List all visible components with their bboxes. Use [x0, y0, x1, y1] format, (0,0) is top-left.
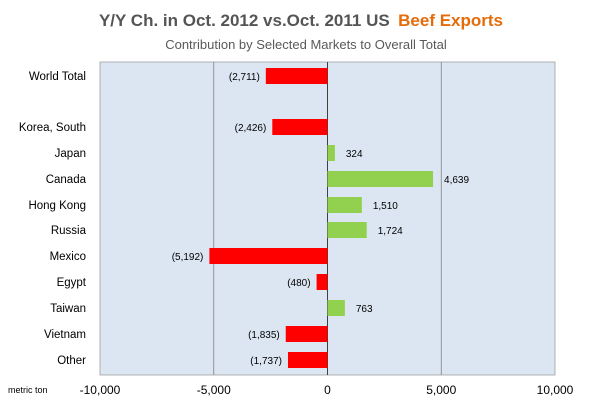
x-tick-label-0: -10,000: [80, 383, 121, 397]
x-tick-label-1: -5,000: [197, 383, 231, 397]
bar-9: [285, 326, 328, 342]
chart-subtitle: Contribution by Selected Markets to Over…: [165, 37, 447, 52]
grid-lines: [213, 62, 442, 375]
value-labels: (2,711) (2,426) 324 4,639 1,510 1,724 (5,192) (…: [172, 72, 470, 367]
x-tick-label-4: 10,000: [537, 383, 574, 397]
bar-10: [287, 352, 328, 368]
category-label-5: Russia: [51, 225, 87, 237]
bar-5: [327, 222, 367, 238]
bar-0: [265, 68, 328, 84]
bar-6: [209, 248, 328, 264]
value-label-1: (2,426): [235, 123, 267, 134]
value-label-9: (1,835): [248, 330, 280, 341]
chart-title-highlight: Beef Exports: [398, 11, 503, 30]
bar-7: [316, 274, 328, 290]
bar-4: [327, 197, 362, 213]
category-labels: World Total Korea, South Japan Canada Hong K…: [19, 71, 87, 367]
category-label-6: Mexico: [50, 251, 86, 263]
category-label-2: Japan: [55, 148, 86, 160]
category-label-3: Canada: [46, 174, 87, 186]
value-label-6: (5,192): [172, 252, 204, 263]
bar-2: [327, 145, 335, 161]
value-label-8: 763: [356, 304, 373, 315]
category-label-0: World Total: [29, 71, 86, 83]
bar-8: [327, 300, 345, 316]
value-label-7: (480): [287, 278, 310, 289]
x-tick-label-3: 5,000: [426, 383, 456, 397]
bars-group: [209, 68, 434, 368]
unit-label: metric ton: [8, 385, 48, 395]
category-label-10: Other: [57, 355, 86, 367]
bar-1: [272, 119, 328, 135]
value-label-0: (2,711): [229, 72, 260, 83]
category-label-8: Taiwan: [50, 303, 86, 315]
category-label-4: Hong Kong: [28, 200, 86, 212]
category-label-1: Korea, South: [19, 122, 86, 134]
chart-title: Y/Y Ch. in Oct. 2012 vs.Oct. 2011 US Bee…: [99, 11, 503, 30]
category-label-7: Egypt: [57, 277, 87, 289]
x-axis-ticks: -10,000 -5,000 0 5,000 10,000: [80, 383, 574, 397]
category-label-9: Vietnam: [44, 329, 86, 341]
value-label-5: 1,724: [378, 226, 403, 237]
bar-3: [327, 171, 434, 187]
value-label-4: 1,510: [373, 201, 398, 212]
value-label-2: 324: [346, 149, 363, 160]
value-label-10: (1,737): [250, 356, 282, 367]
chart-title-prefix: Y/Y Ch. in Oct. 2012 vs.Oct. 2011 US: [99, 11, 390, 30]
value-label-3: 4,639: [444, 175, 469, 186]
x-tick-label-2: 0: [324, 383, 331, 397]
